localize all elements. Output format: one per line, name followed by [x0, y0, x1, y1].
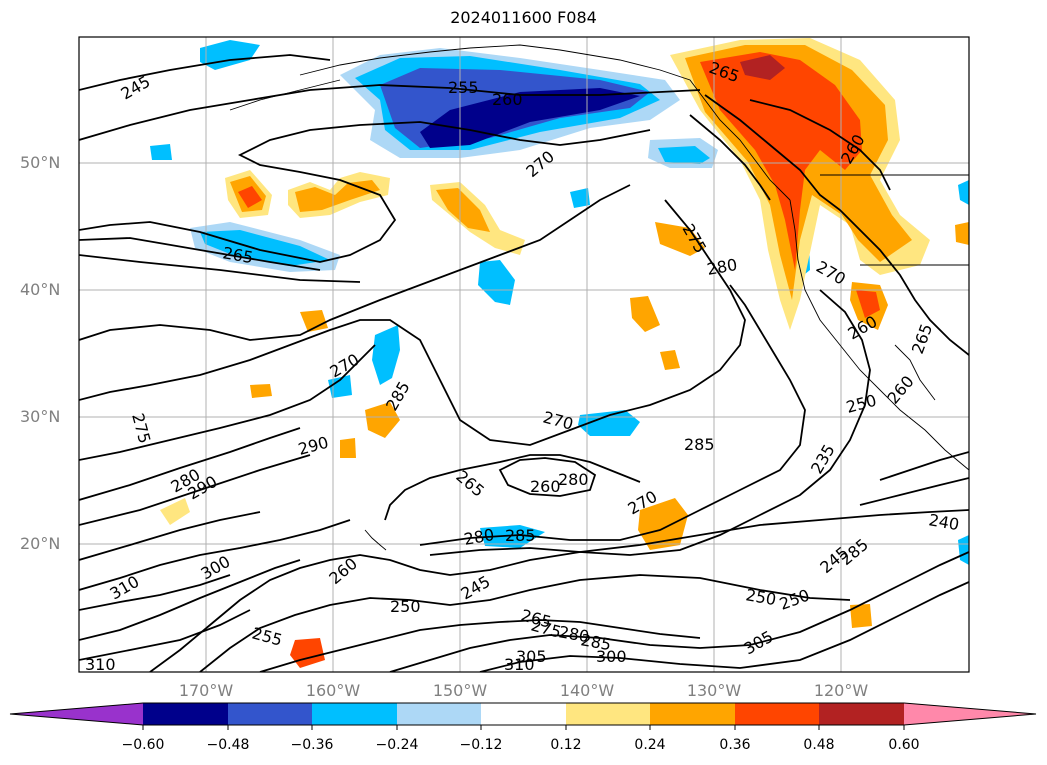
lon-label: 170°W: [178, 681, 234, 700]
contour-label: 300: [596, 647, 627, 666]
colorbar-cell: [10, 703, 143, 725]
colorbar-tick-label: −0.12: [459, 737, 503, 753]
lat-label: 20°N: [20, 534, 61, 553]
contour-label: 260: [492, 90, 523, 109]
contour-label: 285: [505, 526, 536, 545]
colorbar-tick-label: −0.36: [290, 737, 334, 753]
contour-label: 305: [516, 647, 547, 666]
positive-anomaly-areas: [160, 38, 969, 668]
map-plot-area: 245 255 260 265 265 270 275 280 260 270 …: [79, 37, 969, 674]
colorbar-cell: [735, 703, 819, 725]
contour-label: 310: [504, 655, 535, 674]
colorbar-cell: [312, 703, 397, 725]
colorbar-cell: [397, 703, 481, 725]
lon-label: 130°W: [686, 681, 742, 700]
map-title: 2024011600 F084: [450, 8, 597, 27]
colorbar-cell: [228, 703, 312, 725]
colorbar-cell: [566, 703, 650, 725]
contour-label: 260: [530, 477, 561, 496]
colorbar-tick-label: −0.24: [375, 737, 419, 753]
colorbar-cell: [481, 703, 566, 725]
lat-label: 50°N: [20, 153, 61, 172]
colorbar-tick-label: 0.12: [550, 737, 582, 753]
contour-label: 280: [558, 470, 589, 489]
colorbar-tick-label: 0.60: [888, 737, 920, 753]
lon-label: 150°W: [432, 681, 488, 700]
lon-label: 140°W: [559, 681, 615, 700]
contour-label: 285: [684, 435, 715, 454]
colorbar-cell: [904, 703, 1036, 725]
height-contours: [79, 54, 969, 672]
colorbar-cell: [650, 703, 735, 725]
colorbar-tick-label: −0.60: [121, 737, 165, 753]
lat-label: 30°N: [20, 407, 61, 426]
lat-label: 40°N: [20, 280, 61, 299]
contour-label: 255: [448, 78, 479, 97]
graticule: [79, 37, 969, 672]
colorbar-tick-label: 0.48: [803, 737, 835, 753]
colorbar: [9, 702, 1037, 730]
colorbar-tick-label: 0.36: [719, 737, 751, 753]
map-frame: [78, 36, 970, 673]
lon-label: 160°W: [305, 681, 361, 700]
colorbar-tick-label: 0.24: [634, 737, 666, 753]
colorbar-tick-label: −0.48: [206, 737, 250, 753]
colorbar-cell: [143, 703, 228, 725]
negative-anomaly-areas: [150, 40, 969, 565]
lon-label: 120°W: [813, 681, 869, 700]
contour-label: 250: [390, 597, 421, 616]
contour-label: 310: [85, 655, 116, 674]
colorbar-cell: [819, 703, 904, 725]
